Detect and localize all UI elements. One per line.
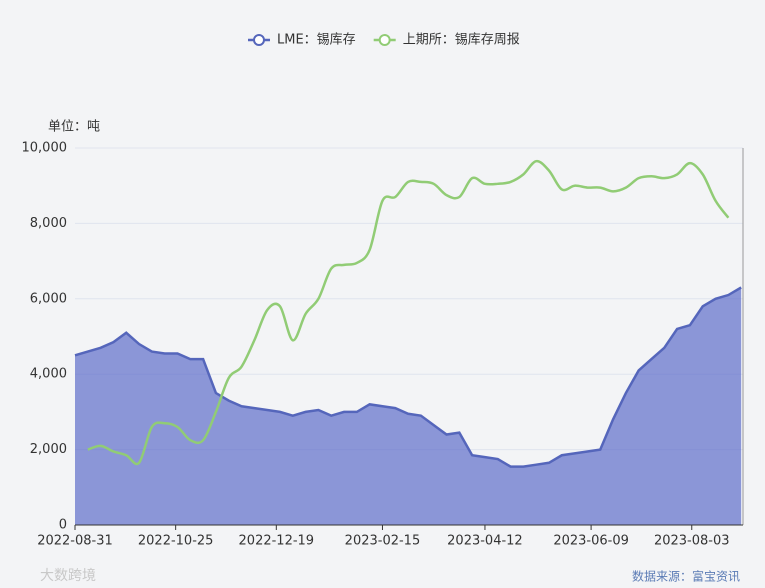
line xyxy=(74,286,742,468)
unit-label: 单位：吨 xyxy=(48,120,100,135)
y-tick-label: 0 xyxy=(59,518,67,533)
y-tick-label: 4,000 xyxy=(30,367,67,382)
x-tick-label: 2023-08-03 xyxy=(654,534,730,549)
x-tick-label: 2023-02-15 xyxy=(345,534,421,549)
x-tick-label: 2022-12-19 xyxy=(239,534,315,549)
x-tick-label: 2022-10-25 xyxy=(138,534,214,549)
x-tick-label: 2022-08-31 xyxy=(37,534,113,549)
line xyxy=(87,159,730,466)
legend-marker xyxy=(378,34,391,46)
x-tick-label: 2023-04-12 xyxy=(447,534,523,549)
y-tick-label: 6,000 xyxy=(30,291,67,306)
x-tick-label: 2023-06-09 xyxy=(553,534,629,549)
y-tick-label: 10,000 xyxy=(22,141,68,156)
y-tick-label: 8,000 xyxy=(30,216,67,231)
legend-marker xyxy=(253,34,265,46)
watermark: 大数跨境 xyxy=(40,568,96,584)
area xyxy=(75,287,742,525)
y-tick-label: 2,000 xyxy=(30,442,67,457)
source: 数据来源：富宝资讯 xyxy=(632,569,740,584)
legend-label: LME：锡库存 xyxy=(277,32,356,48)
legend-label: 上期所：锡库存周报 xyxy=(403,32,520,48)
